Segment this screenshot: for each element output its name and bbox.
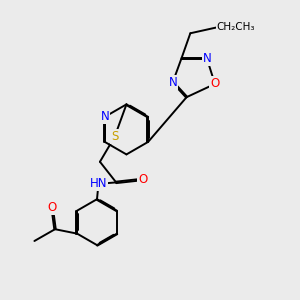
Text: O: O xyxy=(210,77,220,90)
Text: N: N xyxy=(169,76,177,88)
Text: O: O xyxy=(138,173,147,186)
Text: HN: HN xyxy=(90,177,107,190)
Text: N: N xyxy=(202,52,211,65)
Text: CH₂CH₃: CH₂CH₃ xyxy=(217,22,255,32)
Text: N: N xyxy=(100,110,109,123)
Text: O: O xyxy=(47,201,57,214)
Text: S: S xyxy=(111,130,118,143)
